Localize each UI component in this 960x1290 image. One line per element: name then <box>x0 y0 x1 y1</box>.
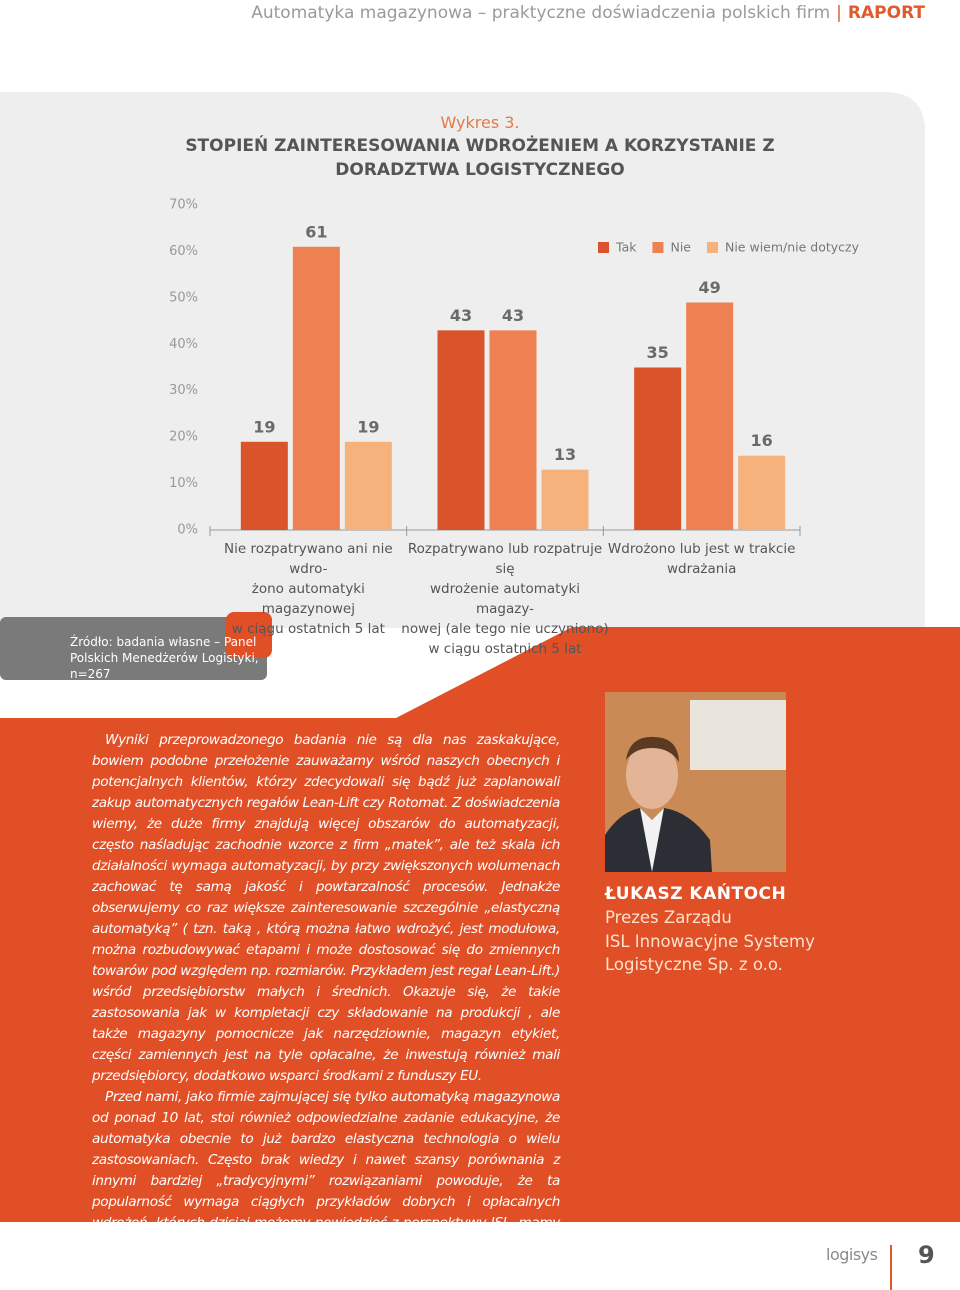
source-note: Źródło: badania własne – Panel Polskich … <box>70 635 259 681</box>
page-number: 9 <box>918 1241 935 1269</box>
source-box <box>0 617 267 680</box>
source-tab <box>226 612 272 658</box>
paragraph: Wyniki przeprowadzonego badania nie są d… <box>92 732 560 1084</box>
value-label: 43 <box>450 306 472 325</box>
x-tick-label: Nie rozpatrywano ani nie wdro- żono auto… <box>224 541 393 637</box>
paragraph: Przed nami, jako firmie zajmującej się t… <box>92 1089 560 1252</box>
bar <box>240 441 288 530</box>
chart-title: STOPIEŃ ZAINTERESOWANIA WDROŻENIEM A KOR… <box>185 136 775 180</box>
photo-sign <box>690 700 786 770</box>
photo-face <box>626 741 678 809</box>
bar <box>489 330 537 530</box>
photo <box>605 692 786 872</box>
value-label: 49 <box>699 278 721 297</box>
legend-swatch <box>652 242 664 253</box>
value-label: 13 <box>554 445 576 464</box>
header-section: RAPORT <box>847 3 925 23</box>
person-company: Logistyczne Sp. z o.o. <box>605 955 783 974</box>
value-label: 43 <box>502 306 524 325</box>
bar <box>292 246 340 531</box>
legend-label: Nie wiem/nie dotyczy <box>725 240 860 255</box>
photo-shirt <box>640 808 664 872</box>
header-separator: | <box>836 3 842 23</box>
header-title: Automatyka magazynowa – praktyczne doświ… <box>251 3 831 23</box>
header: Automatyka magazynowa – praktyczne doświ… <box>251 3 925 23</box>
photo-suit <box>605 808 712 872</box>
x-tick-label: Rozpatrywano lub rozpatruje się wdrożeni… <box>401 541 609 657</box>
value-label: 19 <box>253 417 275 436</box>
y-tick-label: 50% <box>169 290 198 305</box>
y-tick-label: 30% <box>169 383 198 398</box>
article: Wyniki przeprowadzonego badania nie są d… <box>92 730 560 1255</box>
person-role: Prezes Zarządu <box>605 908 732 927</box>
legend-swatch <box>598 242 609 253</box>
footer-logo: logisys <box>826 1245 878 1264</box>
bar <box>437 330 485 530</box>
legend-label: Tak <box>615 240 637 255</box>
chart-subtitle: Wykres 3. <box>440 113 520 132</box>
y-tick-label: 40% <box>169 337 198 352</box>
y-tick-label: 0% <box>177 523 198 538</box>
bar <box>738 455 786 530</box>
x-tick-label: Wdrożono lub jest w trakcie wdrażania <box>607 541 796 577</box>
person-name: ŁUKASZ KAŃTOCH <box>605 884 787 904</box>
y-tick-label: 10% <box>169 476 198 491</box>
legend-label: Nie <box>670 240 691 255</box>
y-tick-label: 60% <box>169 244 198 259</box>
bar <box>541 469 589 530</box>
legend-swatch <box>706 242 718 253</box>
value-label: 16 <box>751 431 773 450</box>
value-label: 19 <box>357 417 379 436</box>
person-company: ISL Innowacyjne Systemy <box>605 932 815 951</box>
value-label: 35 <box>647 343 669 362</box>
photo-hair <box>626 736 679 762</box>
bar <box>634 367 682 530</box>
bar <box>686 302 734 530</box>
value-label: 61 <box>305 222 327 241</box>
y-tick-label: 20% <box>169 430 198 445</box>
y-tick-label: 70% <box>169 198 198 213</box>
bar <box>344 441 392 530</box>
